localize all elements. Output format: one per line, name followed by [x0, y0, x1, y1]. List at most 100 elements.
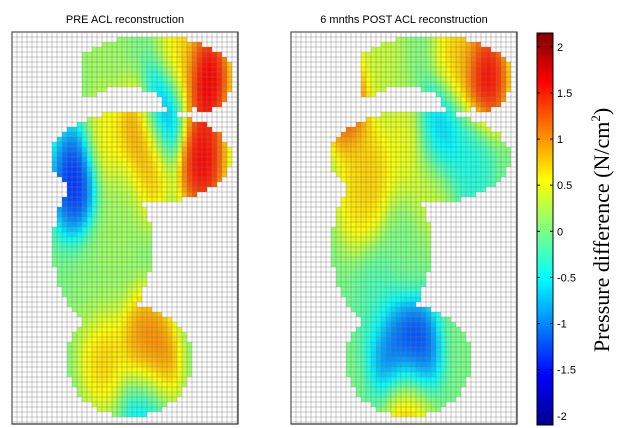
heatmap-cell [162, 42, 167, 47]
heatmap-cell [401, 377, 406, 382]
heatmap-cell [421, 247, 426, 252]
heatmap-cell [426, 372, 431, 377]
heatmap-cell [117, 407, 122, 412]
heatmap-cell [112, 182, 117, 187]
heatmap-cell [87, 237, 92, 242]
heatmap-cell [112, 112, 117, 117]
heatmap-cell [127, 257, 132, 262]
heatmap-cell [406, 122, 411, 127]
heatmap-cell [406, 402, 411, 407]
heatmap-cell [471, 72, 476, 77]
heatmap-cell [346, 242, 351, 247]
heatmap-cell [411, 297, 416, 302]
heatmap-cell [401, 192, 406, 197]
heatmap-cell [82, 317, 87, 322]
heatmap-cell [416, 287, 421, 292]
heatmap-cell [356, 252, 361, 257]
heatmap-cell [351, 172, 356, 177]
heatmap-cell [371, 207, 376, 212]
heatmap-cell [217, 72, 222, 77]
heatmap-cell [97, 132, 102, 137]
heatmap-cell [366, 322, 371, 327]
heatmap-cell [142, 262, 147, 267]
heatmap-cell [501, 142, 506, 147]
heatmap-cell [381, 157, 386, 162]
heatmap-cell [396, 42, 401, 47]
heatmap-cell [386, 142, 391, 147]
heatmap-cell [376, 187, 381, 192]
heatmap-cell [102, 62, 107, 67]
heatmap-cell [207, 142, 212, 147]
heatmap-cell [446, 152, 451, 157]
heatmap-cell [177, 367, 182, 372]
heatmap-cell [361, 357, 366, 362]
heatmap-cell [167, 332, 172, 337]
heatmap-cell [451, 147, 456, 152]
heatmap-cell [112, 72, 117, 77]
heatmap-cell [351, 332, 356, 337]
heatmap-cell [376, 227, 381, 232]
heatmap-cell [207, 92, 212, 97]
heatmap-cell [431, 87, 436, 92]
heatmap-cell [172, 147, 177, 152]
heatmap-cell [411, 192, 416, 197]
heatmap-cell [62, 267, 67, 272]
heatmap-cell [92, 137, 97, 142]
heatmap-cell [421, 307, 426, 312]
heatmap-cell [446, 362, 451, 367]
heatmap-cell [132, 37, 137, 42]
heatmap-cell [446, 117, 451, 122]
heatmap-cell [466, 52, 471, 57]
heatmap-cell [147, 367, 152, 372]
heatmap-cell [117, 352, 122, 357]
heatmap-cell [147, 172, 152, 177]
heatmap-cell [77, 207, 82, 212]
heatmap-cell [376, 242, 381, 247]
heatmap-cell [466, 192, 471, 197]
heatmap-cell [182, 332, 187, 337]
heatmap-cell [92, 172, 97, 177]
heatmap-cell [182, 352, 187, 357]
heatmap-cell [426, 127, 431, 132]
heatmap-cell [351, 372, 356, 377]
heatmap-cell [431, 387, 436, 392]
heatmap-cell [122, 212, 127, 217]
heatmap-cell [102, 192, 107, 197]
heatmap-cell [157, 137, 162, 142]
heatmap-cell [406, 312, 411, 317]
heatmap-cell [147, 57, 152, 62]
heatmap-cell [381, 132, 386, 137]
heatmap-cell [72, 252, 77, 257]
heatmap-cell [82, 367, 87, 372]
heatmap-cell [132, 162, 137, 167]
heatmap-cell [401, 372, 406, 377]
heatmap-cell [97, 242, 102, 247]
heatmap-cell [222, 157, 227, 162]
heatmap-cell [62, 227, 67, 232]
heatmap-cell [386, 212, 391, 217]
heatmap-cell [82, 202, 87, 207]
heatmap-cell [486, 47, 491, 52]
heatmap-cell [177, 342, 182, 347]
heatmap-cell [167, 152, 172, 157]
heatmap-cell [102, 257, 107, 262]
heatmap-cell [386, 172, 391, 177]
heatmap-cell [102, 142, 107, 147]
heatmap-cell [441, 72, 446, 77]
heatmap-cell [117, 347, 122, 352]
heatmap-cell [431, 332, 436, 337]
grid-lines [11, 31, 238, 424]
heatmap-cell [187, 372, 192, 377]
heatmap-cell [112, 377, 117, 382]
heatmap-cell [411, 62, 416, 67]
heatmap-cell [122, 162, 127, 167]
heatmap-cell [461, 362, 466, 367]
heatmap-cell [97, 382, 102, 387]
heatmap-cell [162, 92, 167, 97]
heatmap-cell [122, 242, 127, 247]
heatmap-cell [471, 192, 476, 197]
heatmap-cell [421, 52, 426, 57]
heatmap-cell [356, 172, 361, 177]
heatmap-cell [391, 212, 396, 217]
heatmap-cell [187, 127, 192, 132]
